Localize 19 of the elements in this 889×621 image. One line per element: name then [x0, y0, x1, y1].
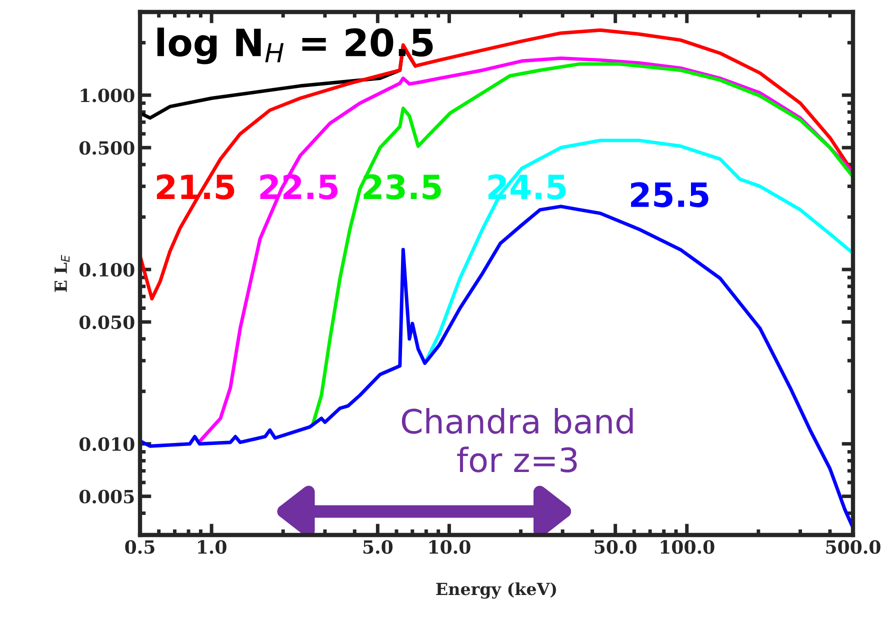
x-tick-label: 0.5 — [125, 540, 154, 554]
x-tick-label: 1.0 — [198, 540, 226, 554]
y-tick-label: 0.500 — [79, 141, 134, 155]
y-tick-label: 0.005 — [79, 490, 134, 504]
y-tick-label: 1.000 — [80, 88, 134, 102]
annotation: Chandra band for z=3 — [402, 408, 633, 472]
y-tick-label: 0.010 — [79, 437, 134, 451]
y-tick-label: 0.100 — [79, 262, 134, 277]
x-axis-title: Energy (keV) — [436, 582, 556, 599]
series-label: 23.5 — [364, 174, 441, 200]
x-tick-label: 50.0 — [594, 540, 636, 554]
y-tick-label: 0.050 — [79, 315, 134, 330]
x-tick-label: 10.0 — [429, 540, 470, 554]
y-axis-title: E L$_{E}$ — [54, 254, 70, 292]
series-label: 25.5 — [631, 182, 708, 208]
x-tick-label: 100.0 — [660, 540, 714, 554]
series-label: log N$_{H}$ = 20.5 — [157, 28, 433, 64]
x-tick-label: 500.0 — [826, 540, 880, 554]
x-tick-label: 5.0 — [363, 540, 393, 554]
